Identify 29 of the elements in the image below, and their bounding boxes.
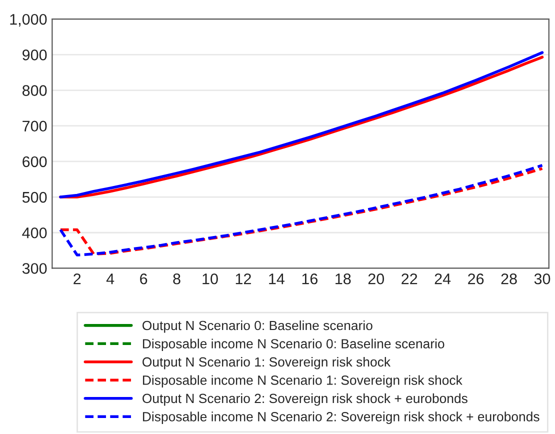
y-tick-label: 600 [22,156,47,168]
x-tick-label: 6 [140,273,148,284]
y-tick-label: 900 [22,50,47,60]
y-tick-label: 400 [22,227,47,238]
x-tick-label: 8 [173,273,180,284]
legend-label: Output N Scenario 1: Sovereign risk shock [142,356,391,370]
x-tick-label: 16 [302,273,318,284]
x-tick-label: 24 [434,273,451,284]
x-tick-label: 18 [336,273,351,284]
y-tick-label: 700 [22,120,47,132]
x-tick-label: 12 [236,273,251,284]
y-tick-label: 500 [22,192,47,203]
y-tick-label: 800 [22,85,47,96]
x-tick-label: 20 [368,273,384,284]
x-tick-label: 10 [202,273,218,284]
legend-label: Disposable income N Scenario 0: Baseline scenario [142,338,444,352]
y-tick-label: 300 [22,263,47,274]
x-tick-label: 14 [269,274,284,284]
x-tick-label: 30 [534,273,550,284]
x-tick-label: 22 [402,273,418,284]
legend-label: Output N Scenario 2: Sovereign risk shock + eurobonds [142,393,468,406]
legend-label: Disposable income N Scenario 1: Sovereign risk shock [142,375,462,388]
legend-label: Output N Scenario 0: Baseline scenario [142,320,372,333]
legend-label: Disposable income N Scenario 2: Sovereign risk shock + eurobonds [142,412,540,424]
x-tick-label: 4 [106,274,114,284]
x-tick-label: 26 [468,273,484,284]
y-tick-label: 1,000 [10,14,47,27]
x-tick-label: 28 [501,273,517,284]
x-tick-label: 2 [74,273,81,284]
